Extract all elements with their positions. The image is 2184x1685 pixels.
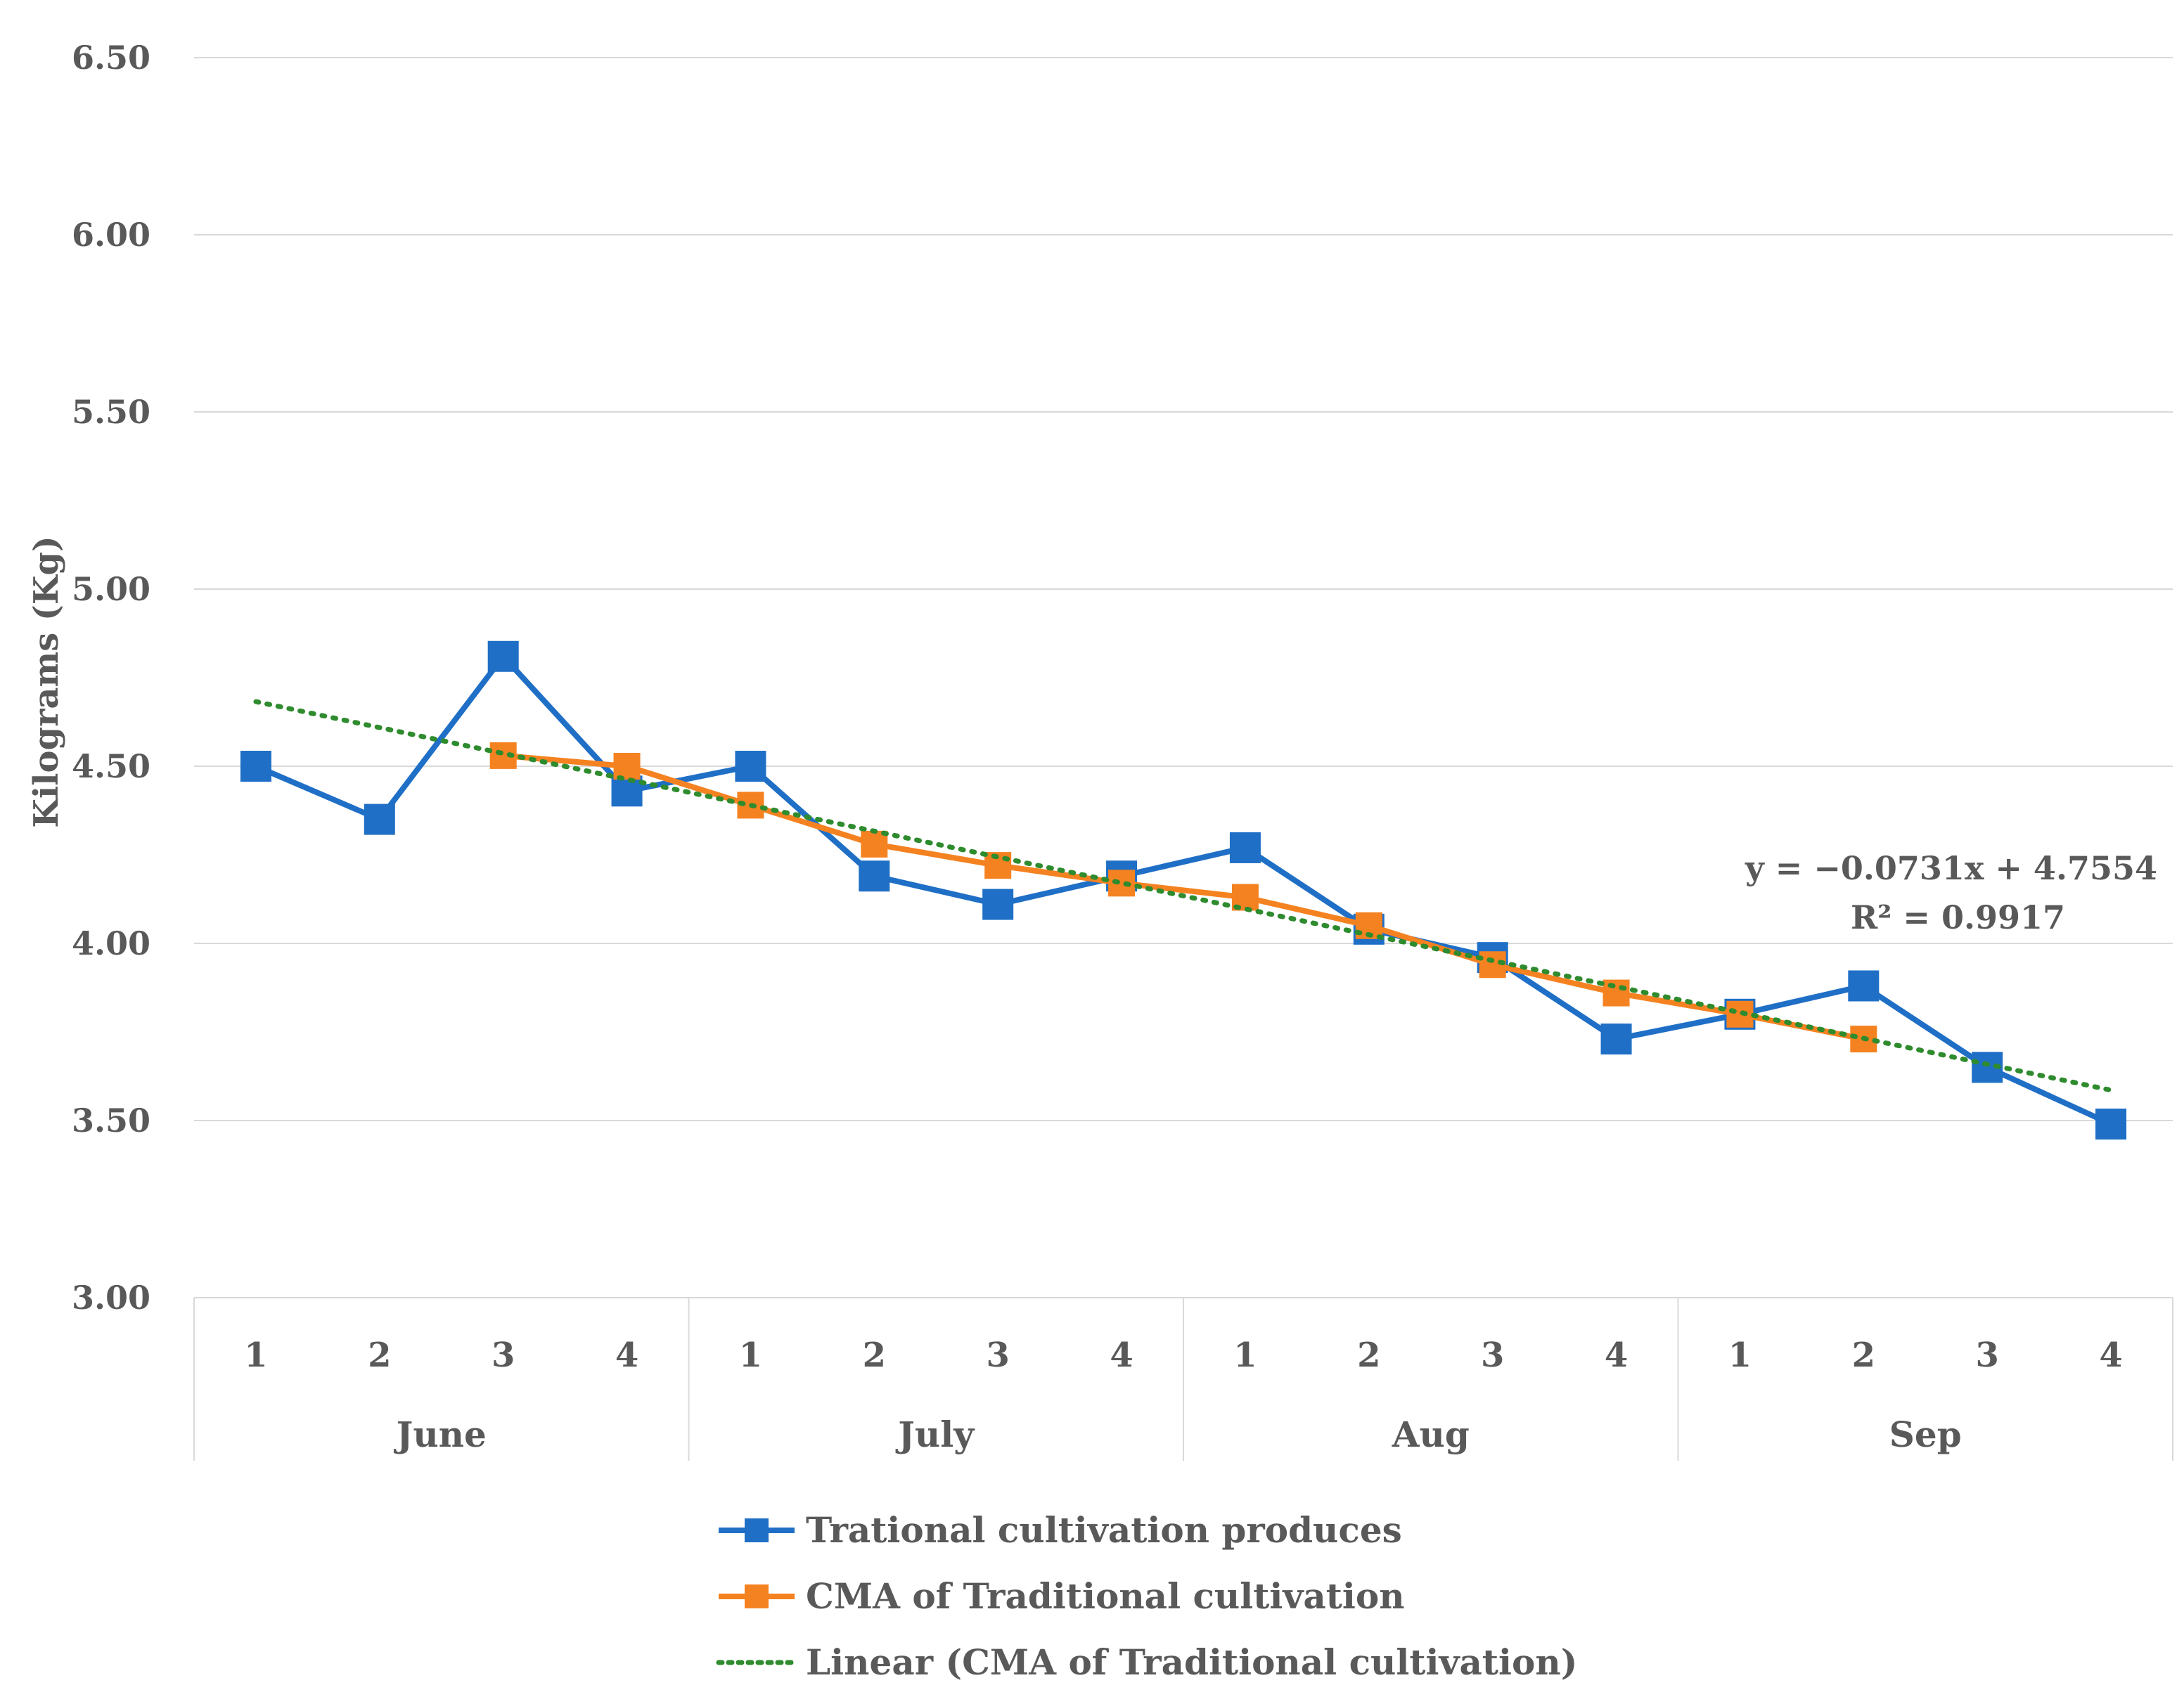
x-tick-label: 1 [1728,1336,1752,1375]
y-tick-label: 5.50 [72,393,150,431]
legend-item-traditional[interactable]: Trational cultivation produces [719,1509,1402,1551]
x-tick-label: 1 [739,1336,762,1375]
x-tick-label: 4 [1110,1336,1133,1375]
x-tick-label: 4 [2099,1336,2122,1375]
legend-label-traditional: Trational cultivation produces [806,1509,1402,1551]
y-tick-label: 6.00 [72,216,150,254]
trendline-layer [253,699,2114,1093]
y-tick-label: 4.00 [72,924,150,962]
trendline-r-squared-text: R² = 0.9917 [1851,898,2065,936]
x-tick-label: 3 [1975,1336,1998,1375]
x-tick-label: 4 [1605,1336,1628,1375]
series-layer [240,640,2127,1140]
x-tick-label: 2 [368,1336,391,1375]
x-tick-label: 2 [863,1336,886,1375]
trendline-equation: y = −0.0731x + 4.7554 R² = 0.9917 [1745,849,2157,936]
data-point-traditional [1848,970,1880,1002]
y-tick-label: 3.50 [72,1102,150,1140]
y-tick-label: 4.50 [72,747,150,785]
gridlines [194,57,2173,1121]
data-point-traditional [240,751,271,782]
group-label: June [394,1414,487,1455]
legend-label-linear-trend: Linear (CMA of Traditional cultivation) [806,1641,1577,1683]
labels-layer: 3.00 3.50 4.00 4.50 5.00 5.50 6.00 6.50 1 2 3 4 1 2 3 4… [72,39,2123,1455]
legend-marker-traditional [745,1518,769,1542]
x-tick-label: 3 [492,1336,515,1375]
data-point-traditional [611,775,643,807]
legend-item-cma[interactable]: CMA of Traditional cultivation [719,1575,1405,1617]
x-tick-label: 2 [1357,1336,1380,1375]
data-point-cma [1726,1000,1754,1028]
trendline [253,699,2114,1093]
data-point-traditional [364,803,395,835]
x-tick-label: 1 [244,1336,267,1375]
legend: Trational cultivation produces CMA of Tr… [716,1509,1577,1683]
group-label: Sep [1889,1414,1962,1455]
data-point-cma [1602,979,1630,1007]
axes [193,1297,2173,1461]
legend-item-linear-trend[interactable]: Linear (CMA of Traditional cultivation) [716,1641,1577,1683]
series-line-traditional [252,653,2114,1128]
legend-marker-cma [745,1584,769,1608]
y-axis-title: Kilograms (Kg) [27,536,66,827]
data-point-traditional [1229,832,1261,863]
y-tick-label: 3.00 [72,1279,150,1317]
trendline-equation-text: y = −0.0731x + 4.7554 [1745,849,2157,887]
data-point-cma [613,753,641,780]
data-point-traditional [487,640,519,672]
data-point-traditional [859,860,890,892]
x-tick-label: 3 [986,1336,1009,1375]
x-tick-label: 4 [615,1336,638,1375]
data-point-traditional [2095,1109,2127,1140]
y-tick-label: 6.50 [72,39,150,77]
data-point-traditional [1600,1024,1632,1055]
group-label: Aug [1392,1414,1470,1455]
data-point-traditional [735,751,766,782]
x-tick-label: 3 [1481,1336,1504,1375]
data-point-traditional [982,889,1014,920]
x-tick-label: 1 [1233,1336,1257,1375]
y-tick-label: 5.00 [72,570,150,608]
legend-label-cma: CMA of Traditional cultivation [806,1575,1405,1617]
group-label: July [895,1414,975,1455]
data-point-cma [1108,870,1136,897]
x-tick-label: 2 [1852,1336,1875,1375]
